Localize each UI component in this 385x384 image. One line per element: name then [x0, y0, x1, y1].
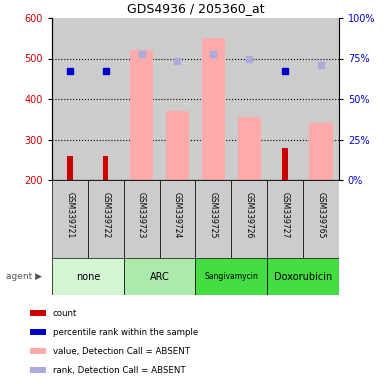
Bar	[309, 123, 333, 180]
Text: Sangivamycin: Sangivamycin	[204, 272, 258, 281]
Bar	[124, 180, 159, 258]
Bar	[231, 18, 267, 180]
Bar	[30, 311, 45, 316]
Bar	[267, 258, 339, 295]
Text: GSM339721: GSM339721	[65, 192, 74, 238]
Bar	[67, 156, 73, 180]
Text: GSM339722: GSM339722	[101, 192, 110, 238]
Bar	[195, 180, 231, 258]
Text: agent ▶: agent ▶	[6, 272, 42, 281]
Text: value, Detection Call = ABSENT: value, Detection Call = ABSENT	[53, 347, 190, 356]
Bar	[30, 329, 45, 335]
Bar	[267, 18, 303, 180]
Bar	[267, 180, 303, 258]
Bar	[124, 258, 195, 295]
Bar	[238, 117, 261, 180]
Title: GDS4936 / 205360_at: GDS4936 / 205360_at	[127, 2, 264, 15]
Bar	[124, 18, 159, 180]
Text: count: count	[53, 309, 77, 318]
Bar	[303, 18, 339, 180]
Bar	[130, 50, 153, 180]
Bar	[159, 180, 196, 258]
Bar	[88, 180, 124, 258]
Bar	[282, 147, 288, 180]
Text: percentile rank within the sample: percentile rank within the sample	[53, 328, 198, 337]
Bar	[202, 38, 225, 180]
Text: GSM339723: GSM339723	[137, 192, 146, 238]
Bar	[195, 258, 267, 295]
Bar	[166, 111, 189, 180]
Text: rank, Detection Call = ABSENT: rank, Detection Call = ABSENT	[53, 366, 186, 375]
Bar	[52, 18, 88, 180]
Bar	[303, 180, 339, 258]
Text: Doxorubicin: Doxorubicin	[274, 271, 332, 281]
Text: none: none	[75, 271, 100, 281]
Bar	[103, 156, 109, 180]
Bar	[231, 180, 267, 258]
Text: GSM339726: GSM339726	[244, 192, 254, 238]
Bar	[88, 18, 124, 180]
Bar	[52, 258, 124, 295]
Bar	[52, 180, 88, 258]
Bar	[195, 18, 231, 180]
Text: GSM339724: GSM339724	[173, 192, 182, 238]
Text: ARC: ARC	[150, 271, 169, 281]
Text: GSM339765: GSM339765	[316, 192, 325, 238]
Bar	[30, 367, 45, 373]
Bar	[30, 348, 45, 354]
Text: GSM339727: GSM339727	[281, 192, 290, 238]
Bar	[159, 18, 196, 180]
Text: GSM339725: GSM339725	[209, 192, 218, 238]
